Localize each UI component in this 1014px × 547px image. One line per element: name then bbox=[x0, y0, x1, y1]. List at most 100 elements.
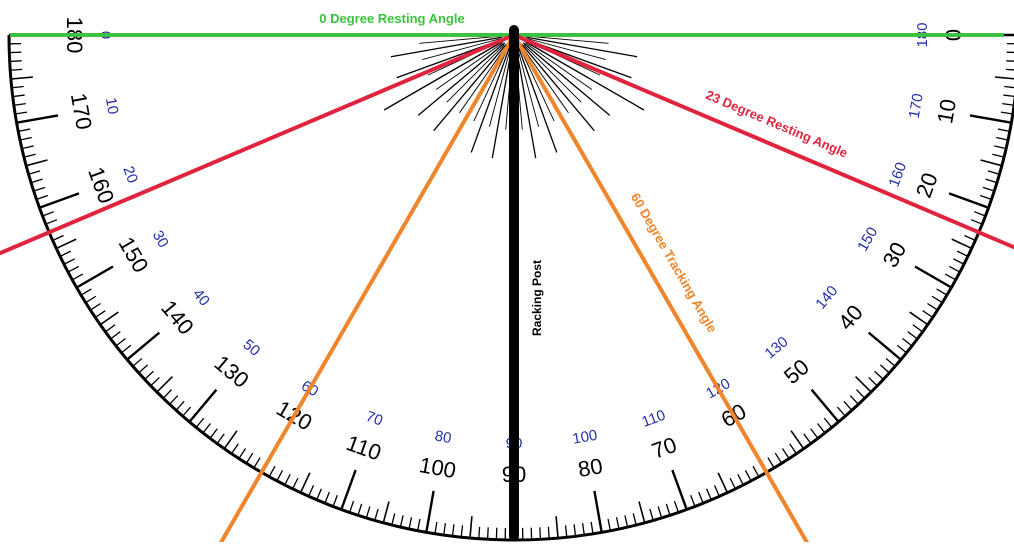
scale-tick bbox=[556, 516, 558, 538]
outer-degree-number: 160 bbox=[83, 164, 119, 207]
outer-degree-number: 170 bbox=[66, 91, 97, 132]
scale-tick bbox=[95, 311, 105, 318]
scale-tick bbox=[392, 513, 395, 525]
scale-tick bbox=[10, 61, 22, 62]
scale-tick bbox=[856, 390, 864, 399]
scale-tick bbox=[707, 489, 712, 500]
scale-tick bbox=[932, 296, 942, 302]
scale-tick bbox=[953, 259, 964, 264]
scale-tick bbox=[81, 289, 91, 295]
inner-degree-number: 150 bbox=[854, 224, 881, 254]
inner-degree-number: 20 bbox=[119, 164, 141, 185]
scale-tick bbox=[811, 429, 818, 439]
scale-tick bbox=[12, 87, 24, 88]
scale-tick bbox=[791, 431, 804, 449]
scale-tick bbox=[105, 325, 115, 332]
scale-tick bbox=[666, 504, 670, 515]
scale-tick bbox=[988, 171, 1000, 174]
scale-tick bbox=[818, 423, 825, 432]
scale-tick bbox=[913, 325, 923, 332]
inner-degree-number: 40 bbox=[189, 286, 213, 310]
scale-tick bbox=[277, 470, 283, 481]
scale-tick bbox=[910, 312, 928, 325]
zero-degree-label: 0 Degree Resting Angle bbox=[319, 11, 464, 26]
inner-degree-number: 160 bbox=[886, 160, 911, 189]
scale-tick bbox=[400, 515, 403, 527]
scale-tick bbox=[122, 345, 131, 353]
scale-tick bbox=[937, 289, 947, 295]
outer-degree-number: 70 bbox=[648, 432, 680, 464]
outer-degree-number: 20 bbox=[911, 169, 943, 201]
scale-tick bbox=[309, 485, 314, 496]
scale-tick bbox=[341, 470, 355, 509]
scale-tick bbox=[18, 129, 30, 131]
scale-tick bbox=[24, 154, 36, 157]
inner-degree-number: 170 bbox=[906, 92, 927, 120]
scale-tick bbox=[994, 146, 1006, 149]
scale-tick bbox=[139, 365, 148, 373]
scale-tick bbox=[970, 115, 1011, 122]
scale-tick bbox=[90, 304, 100, 311]
outer-degree-number: 50 bbox=[779, 354, 814, 389]
outer-degree-number: 30 bbox=[877, 238, 911, 272]
scale-tick bbox=[775, 453, 781, 463]
outer-degree-number: 10 bbox=[932, 97, 961, 125]
scale-tick bbox=[869, 377, 878, 385]
scale-tick bbox=[10, 69, 22, 70]
scale-tick bbox=[17, 115, 58, 122]
scale-tick bbox=[151, 377, 160, 385]
scale-tick bbox=[170, 396, 178, 405]
outer-degree-number: 80 bbox=[576, 453, 604, 482]
scale-tick bbox=[46, 220, 57, 224]
scale-tick bbox=[133, 358, 142, 366]
scale-tick bbox=[730, 478, 735, 489]
scale-tick bbox=[37, 196, 48, 200]
outer-degree-number: 150 bbox=[114, 233, 154, 277]
scale-tick bbox=[753, 466, 759, 476]
scale-tick bbox=[945, 274, 955, 280]
scale-tick bbox=[812, 390, 839, 422]
scale-tick bbox=[639, 502, 645, 523]
scale-tick bbox=[738, 474, 743, 485]
scale-tick bbox=[915, 267, 951, 288]
scale-tick bbox=[548, 527, 549, 539]
scale-tick bbox=[157, 377, 173, 393]
scale-tick bbox=[844, 401, 852, 410]
scale-tick bbox=[31, 179, 42, 183]
scale-tick bbox=[981, 160, 1002, 166]
scale-tick bbox=[650, 509, 653, 521]
scale-tick bbox=[43, 212, 54, 216]
scale-tick bbox=[658, 506, 662, 517]
scale-tick bbox=[189, 390, 216, 422]
scale-tick bbox=[985, 179, 996, 183]
scale-tick bbox=[718, 473, 727, 493]
scale-tick bbox=[488, 527, 489, 539]
scale-tick bbox=[163, 390, 171, 399]
scale-tick bbox=[691, 495, 695, 506]
scale-tick bbox=[837, 407, 845, 416]
scale-tick bbox=[850, 396, 858, 405]
scale-tick bbox=[949, 193, 988, 207]
scale-tick bbox=[1006, 69, 1014, 70]
inner-degree-number: 140 bbox=[812, 283, 841, 313]
scale-tick bbox=[902, 339, 911, 346]
scale-tick bbox=[949, 266, 960, 272]
scale-tick bbox=[176, 401, 184, 410]
scale-tick bbox=[1003, 95, 1014, 96]
scale-tick bbox=[358, 504, 362, 515]
scale-tick bbox=[383, 502, 389, 523]
scale-tick bbox=[13, 95, 25, 96]
scale-tick bbox=[217, 434, 224, 444]
scale-tick bbox=[15, 112, 27, 114]
scale-tick bbox=[444, 523, 446, 535]
outer-degree-number: 140 bbox=[156, 295, 199, 339]
scale-tick bbox=[53, 236, 64, 241]
scale-tick bbox=[583, 523, 585, 535]
scale-tick bbox=[269, 466, 275, 476]
scale-tick bbox=[992, 154, 1004, 157]
sixty-degree-line-left bbox=[214, 35, 514, 542]
scale-tick bbox=[418, 519, 420, 531]
scale-tick bbox=[145, 371, 154, 379]
